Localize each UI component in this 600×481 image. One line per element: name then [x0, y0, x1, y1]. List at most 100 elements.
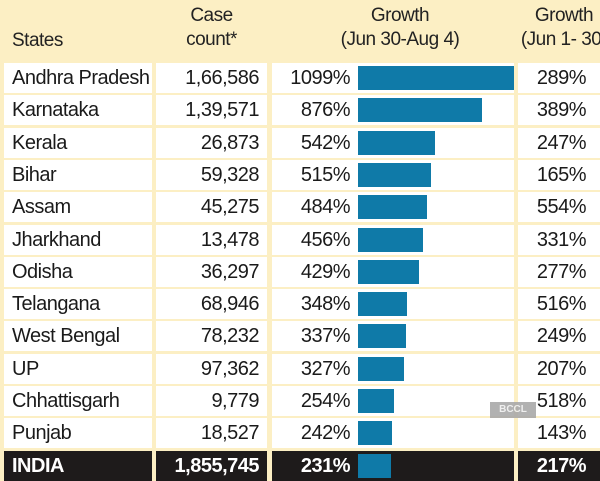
- header-growth1-line2: (Jun 30-Aug 4): [340, 29, 460, 50]
- table-row: Punjab 18,527 242% 143%: [0, 418, 600, 449]
- growth-jun: 516%: [518, 289, 600, 320]
- header-states: States: [12, 30, 63, 51]
- growth-bar: [358, 227, 423, 252]
- state-name: UP: [4, 353, 152, 384]
- case-count: 68,946: [156, 289, 267, 320]
- growth-label: 515%: [300, 163, 351, 186]
- state-name: Telangana: [4, 289, 152, 320]
- growth-bar: [358, 195, 427, 220]
- state-name: Odisha: [4, 256, 152, 287]
- growth-cell: 231%: [272, 450, 514, 481]
- growth-jun: 289%: [518, 63, 600, 93]
- growth-label: 337%: [300, 325, 351, 348]
- table-row: UP 97,362 327% 207%: [0, 353, 600, 384]
- growth-label: 456%: [300, 228, 351, 251]
- case-count: 13,478: [156, 224, 267, 255]
- state-name: Punjab: [4, 418, 152, 449]
- growth-cell: 242%: [272, 418, 514, 449]
- growth-cell: 484%: [272, 192, 514, 223]
- growth-label: 876%: [300, 99, 351, 122]
- growth-label: 231%: [300, 454, 351, 477]
- case-count: 36,297: [156, 256, 267, 287]
- state-name: West Bengal: [4, 321, 152, 352]
- growth-jun: 165%: [518, 159, 600, 190]
- growth-jun: 277%: [518, 256, 600, 287]
- growth-jun: 143%: [518, 418, 600, 449]
- growth-label: 242%: [300, 422, 351, 445]
- state-name: Chhattisgarh: [4, 386, 152, 416]
- case-count: 45,275: [156, 192, 267, 223]
- case-count: 59,328: [156, 159, 267, 190]
- growth-label: 1099%: [290, 67, 350, 89]
- table-row: Bihar 59,328 515% 165%: [0, 159, 600, 190]
- growth-bar: [358, 356, 405, 381]
- growth-jun: 249%: [518, 321, 600, 352]
- growth-bar: [358, 130, 435, 155]
- table-row: Andhra Pradesh 1,66,586 1099% 289%: [0, 63, 600, 93]
- state-name: Bihar: [4, 159, 152, 190]
- state-name: Assam: [4, 192, 152, 223]
- growth-jun: 554%: [518, 192, 600, 223]
- growth-bar: [358, 453, 391, 478]
- growth-cell: 254%: [272, 386, 514, 416]
- table-row: Karnataka 1,39,571 876% 389%: [0, 95, 600, 126]
- table-row: West Bengal 78,232 337% 249%: [0, 321, 600, 352]
- table-row: Jharkhand 13,478 456% 331%: [0, 224, 600, 255]
- growth-cell: 327%: [272, 353, 514, 384]
- growth-cell: 542%: [272, 127, 514, 158]
- growth-label: 327%: [300, 357, 351, 380]
- growth-label: 348%: [300, 293, 351, 316]
- table-row: Telangana 68,946 348% 516%: [0, 289, 600, 320]
- header-growth2-line1: Growth: [534, 5, 594, 26]
- growth-cell: 337%: [272, 321, 514, 352]
- header-growth-jun30-aug4: Growth (Jun 30-Aug 4): [330, 4, 470, 52]
- header-case-count: Case count*: [156, 4, 267, 52]
- growth-jun: 331%: [518, 224, 600, 255]
- bccl-watermark: BCCL: [490, 402, 536, 418]
- growth-cell: 876%: [272, 95, 514, 126]
- case-count: 18,527: [156, 418, 267, 449]
- total-row: INDIA 1,855,745 231% 217%: [0, 450, 600, 481]
- state-name: INDIA: [4, 450, 152, 481]
- state-name: Jharkhand: [4, 224, 152, 255]
- growth-label: 429%: [300, 260, 351, 283]
- state-name: Kerala: [4, 127, 152, 158]
- header-case-line1: Case: [190, 5, 233, 26]
- growth-cell: 515%: [272, 159, 514, 190]
- header-growth-jun: Growth (Jun 1- 30): [514, 4, 600, 52]
- growth-bar: [358, 421, 393, 446]
- growth-bar: [358, 259, 419, 284]
- growth-bar: [358, 292, 408, 317]
- growth-label: 542%: [300, 131, 351, 154]
- table-row: Kerala 26,873 542% 247%: [0, 127, 600, 158]
- growth-bar: [358, 324, 406, 349]
- growth-label: 484%: [300, 196, 351, 219]
- case-count: 97,362: [156, 353, 267, 384]
- case-count: 1,66,586: [156, 63, 267, 93]
- growth-jun: 207%: [518, 353, 600, 384]
- growth-jun: 389%: [518, 95, 600, 126]
- growth-cell: 348%: [272, 289, 514, 320]
- table-row: Odisha 36,297 429% 277%: [0, 256, 600, 287]
- case-count: 1,39,571: [156, 95, 267, 126]
- growth-cell: 1099%: [272, 63, 514, 93]
- case-count: 9,779: [156, 386, 267, 416]
- growth-bar: [358, 162, 432, 187]
- growth-jun: 217%: [518, 450, 600, 481]
- growth-bar: [358, 389, 395, 413]
- table-row: Chhattisgarh 9,779 254% 518%: [0, 386, 600, 416]
- state-name: Andhra Pradesh: [4, 63, 152, 93]
- growth-jun: 247%: [518, 127, 600, 158]
- growth-bar: [358, 66, 514, 90]
- header-case-line2: count*: [186, 29, 237, 50]
- growth-label: 254%: [300, 390, 351, 412]
- growth-bar: [358, 98, 483, 123]
- growth-cell: 429%: [272, 256, 514, 287]
- growth-cell: 456%: [272, 224, 514, 255]
- state-name: Karnataka: [4, 95, 152, 126]
- case-count: 78,232: [156, 321, 267, 352]
- table-row: Assam 45,275 484% 554%: [0, 192, 600, 223]
- case-count: 26,873: [156, 127, 267, 158]
- header-growth1-line1: Growth: [370, 5, 430, 26]
- header-growth2-line2: (Jun 1- 30): [520, 29, 600, 50]
